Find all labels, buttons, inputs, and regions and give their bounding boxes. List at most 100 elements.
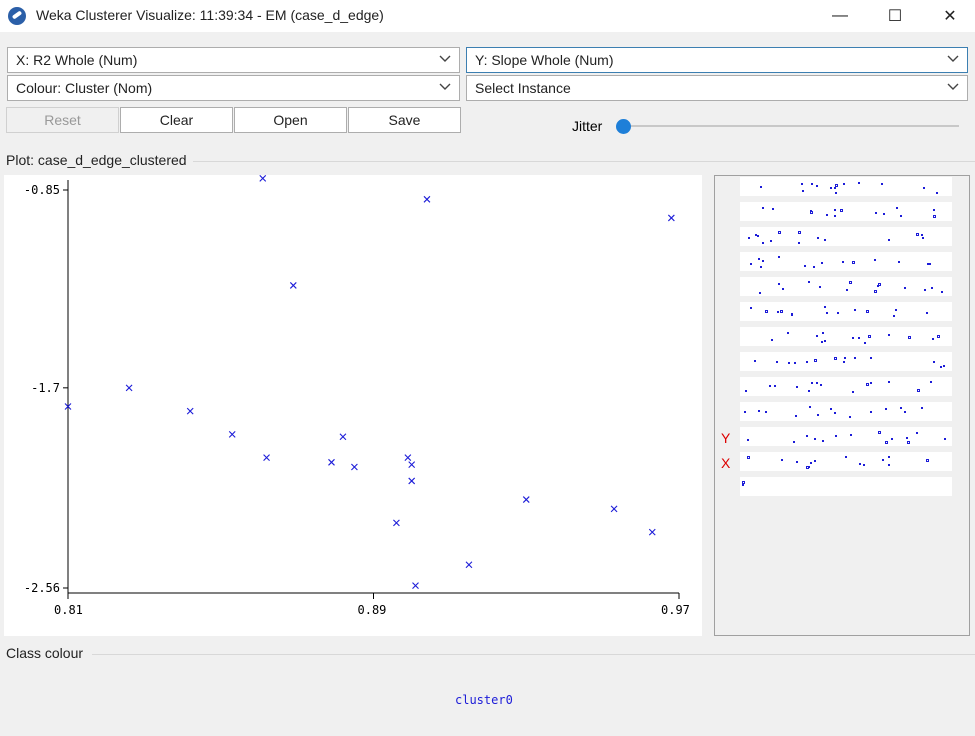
matrix-point bbox=[802, 190, 804, 192]
colour-select-value: Colour: Cluster (Nom) bbox=[16, 80, 153, 96]
matrix-point bbox=[900, 215, 902, 217]
attribute-strip[interactable] bbox=[740, 452, 952, 471]
matrix-point bbox=[931, 287, 933, 289]
matrix-point bbox=[817, 237, 819, 239]
matrix-point bbox=[906, 437, 908, 439]
matrix-point bbox=[762, 242, 764, 244]
data-point bbox=[423, 195, 431, 203]
matrix-point bbox=[796, 461, 798, 463]
matrix-point bbox=[816, 335, 818, 337]
matrix-point bbox=[765, 310, 768, 313]
matrix-point bbox=[760, 266, 762, 268]
matrix-point bbox=[936, 192, 938, 194]
matrix-point bbox=[840, 209, 843, 212]
jitter-slider-track[interactable] bbox=[623, 125, 959, 127]
weka-bird-icon bbox=[8, 7, 26, 25]
matrix-point bbox=[852, 391, 854, 393]
matrix-point bbox=[830, 187, 832, 189]
minimize-button[interactable]: — bbox=[832, 7, 848, 24]
data-point bbox=[393, 519, 400, 527]
attribute-strip[interactable] bbox=[740, 477, 952, 496]
matrix-point bbox=[808, 281, 810, 283]
matrix-point bbox=[742, 481, 745, 484]
data-point bbox=[408, 461, 416, 469]
matrix-point bbox=[798, 242, 800, 244]
matrix-point bbox=[888, 464, 890, 466]
matrix-point bbox=[904, 287, 906, 289]
chevron-down-icon bbox=[439, 55, 451, 62]
matrix-point bbox=[924, 289, 926, 291]
attribute-strip[interactable] bbox=[740, 302, 952, 321]
data-point bbox=[522, 496, 530, 503]
matrix-point bbox=[922, 237, 924, 239]
matrix-point bbox=[821, 341, 823, 343]
select-instance-select[interactable]: Select Instance bbox=[466, 75, 968, 101]
matrix-point bbox=[940, 366, 942, 368]
matrix-point bbox=[888, 456, 890, 458]
attribute-strip[interactable] bbox=[740, 227, 952, 246]
data-point bbox=[412, 582, 419, 590]
legend-item-cluster0[interactable]: cluster0 bbox=[455, 693, 513, 707]
attribute-strip[interactable] bbox=[740, 277, 952, 296]
data-point bbox=[263, 454, 270, 462]
matrix-point bbox=[881, 183, 883, 185]
reset-button[interactable]: Reset bbox=[6, 107, 119, 133]
matrix-point bbox=[811, 183, 813, 185]
matrix-point bbox=[937, 335, 940, 338]
matrix-point bbox=[806, 361, 808, 363]
matrix-point bbox=[817, 414, 819, 416]
matrix-point bbox=[845, 456, 847, 458]
x-axis-select[interactable]: X: R2 Whole (Num) bbox=[7, 47, 460, 73]
matrix-point bbox=[927, 263, 929, 265]
attribute-strip[interactable] bbox=[740, 327, 952, 346]
matrix-point bbox=[748, 237, 750, 239]
colour-select[interactable]: Colour: Cluster (Nom) bbox=[7, 75, 460, 101]
jitter-slider-thumb[interactable] bbox=[616, 119, 631, 134]
scatter-plot-panel[interactable]: 0.81 0.89 0.97 -0.85 -1.7 -2.56 bbox=[4, 174, 702, 636]
matrix-point bbox=[883, 213, 885, 215]
matrix-point bbox=[926, 459, 929, 462]
save-button[interactable]: Save bbox=[348, 107, 461, 133]
matrix-point bbox=[834, 357, 837, 360]
close-button[interactable]: ✕ bbox=[943, 8, 957, 25]
maximize-button[interactable]: ☐ bbox=[887, 8, 903, 25]
matrix-point bbox=[791, 314, 793, 316]
matrix-point bbox=[932, 338, 934, 340]
attribute-strip[interactable] bbox=[740, 377, 952, 396]
data-point bbox=[465, 561, 473, 569]
data-point bbox=[186, 407, 194, 415]
attribute-strip[interactable] bbox=[740, 177, 952, 196]
open-button[interactable]: Open bbox=[234, 107, 347, 133]
matrix-point bbox=[842, 261, 844, 263]
y-axis-select[interactable]: Y: Slope Whole (Num) bbox=[466, 47, 968, 73]
clear-button[interactable]: Clear bbox=[120, 107, 233, 133]
matrix-point bbox=[801, 183, 803, 185]
matrix-point bbox=[870, 411, 872, 413]
matrix-point bbox=[893, 315, 895, 317]
data-point bbox=[228, 430, 236, 438]
attribute-strip[interactable] bbox=[740, 352, 952, 371]
matrix-point bbox=[793, 441, 795, 443]
x-tick-label: 0.89 bbox=[358, 603, 387, 617]
matrix-point bbox=[762, 260, 764, 262]
matrix-point bbox=[882, 459, 884, 461]
matrix-point bbox=[904, 411, 906, 413]
matrix-point bbox=[877, 285, 879, 287]
window-title: Weka Clusterer Visualize: 11:39:34 - EM … bbox=[36, 7, 384, 23]
matrix-point bbox=[770, 240, 772, 242]
select-instance-value: Select Instance bbox=[475, 80, 571, 96]
attribute-strip[interactable] bbox=[740, 402, 952, 421]
attribute-strip[interactable] bbox=[740, 202, 952, 221]
matrix-point bbox=[878, 283, 881, 286]
matrix-point bbox=[822, 332, 824, 334]
chevron-down-icon bbox=[439, 83, 451, 90]
matrix-point bbox=[933, 209, 935, 211]
matrix-point bbox=[943, 365, 945, 367]
attribute-strip[interactable] bbox=[740, 252, 952, 271]
matrix-point bbox=[742, 484, 744, 486]
matrix-point bbox=[808, 466, 810, 468]
x-tick-label: 0.81 bbox=[54, 603, 83, 617]
legend-section-separator bbox=[92, 654, 975, 655]
attribute-strip[interactable] bbox=[740, 427, 952, 446]
matrix-point bbox=[864, 342, 866, 344]
